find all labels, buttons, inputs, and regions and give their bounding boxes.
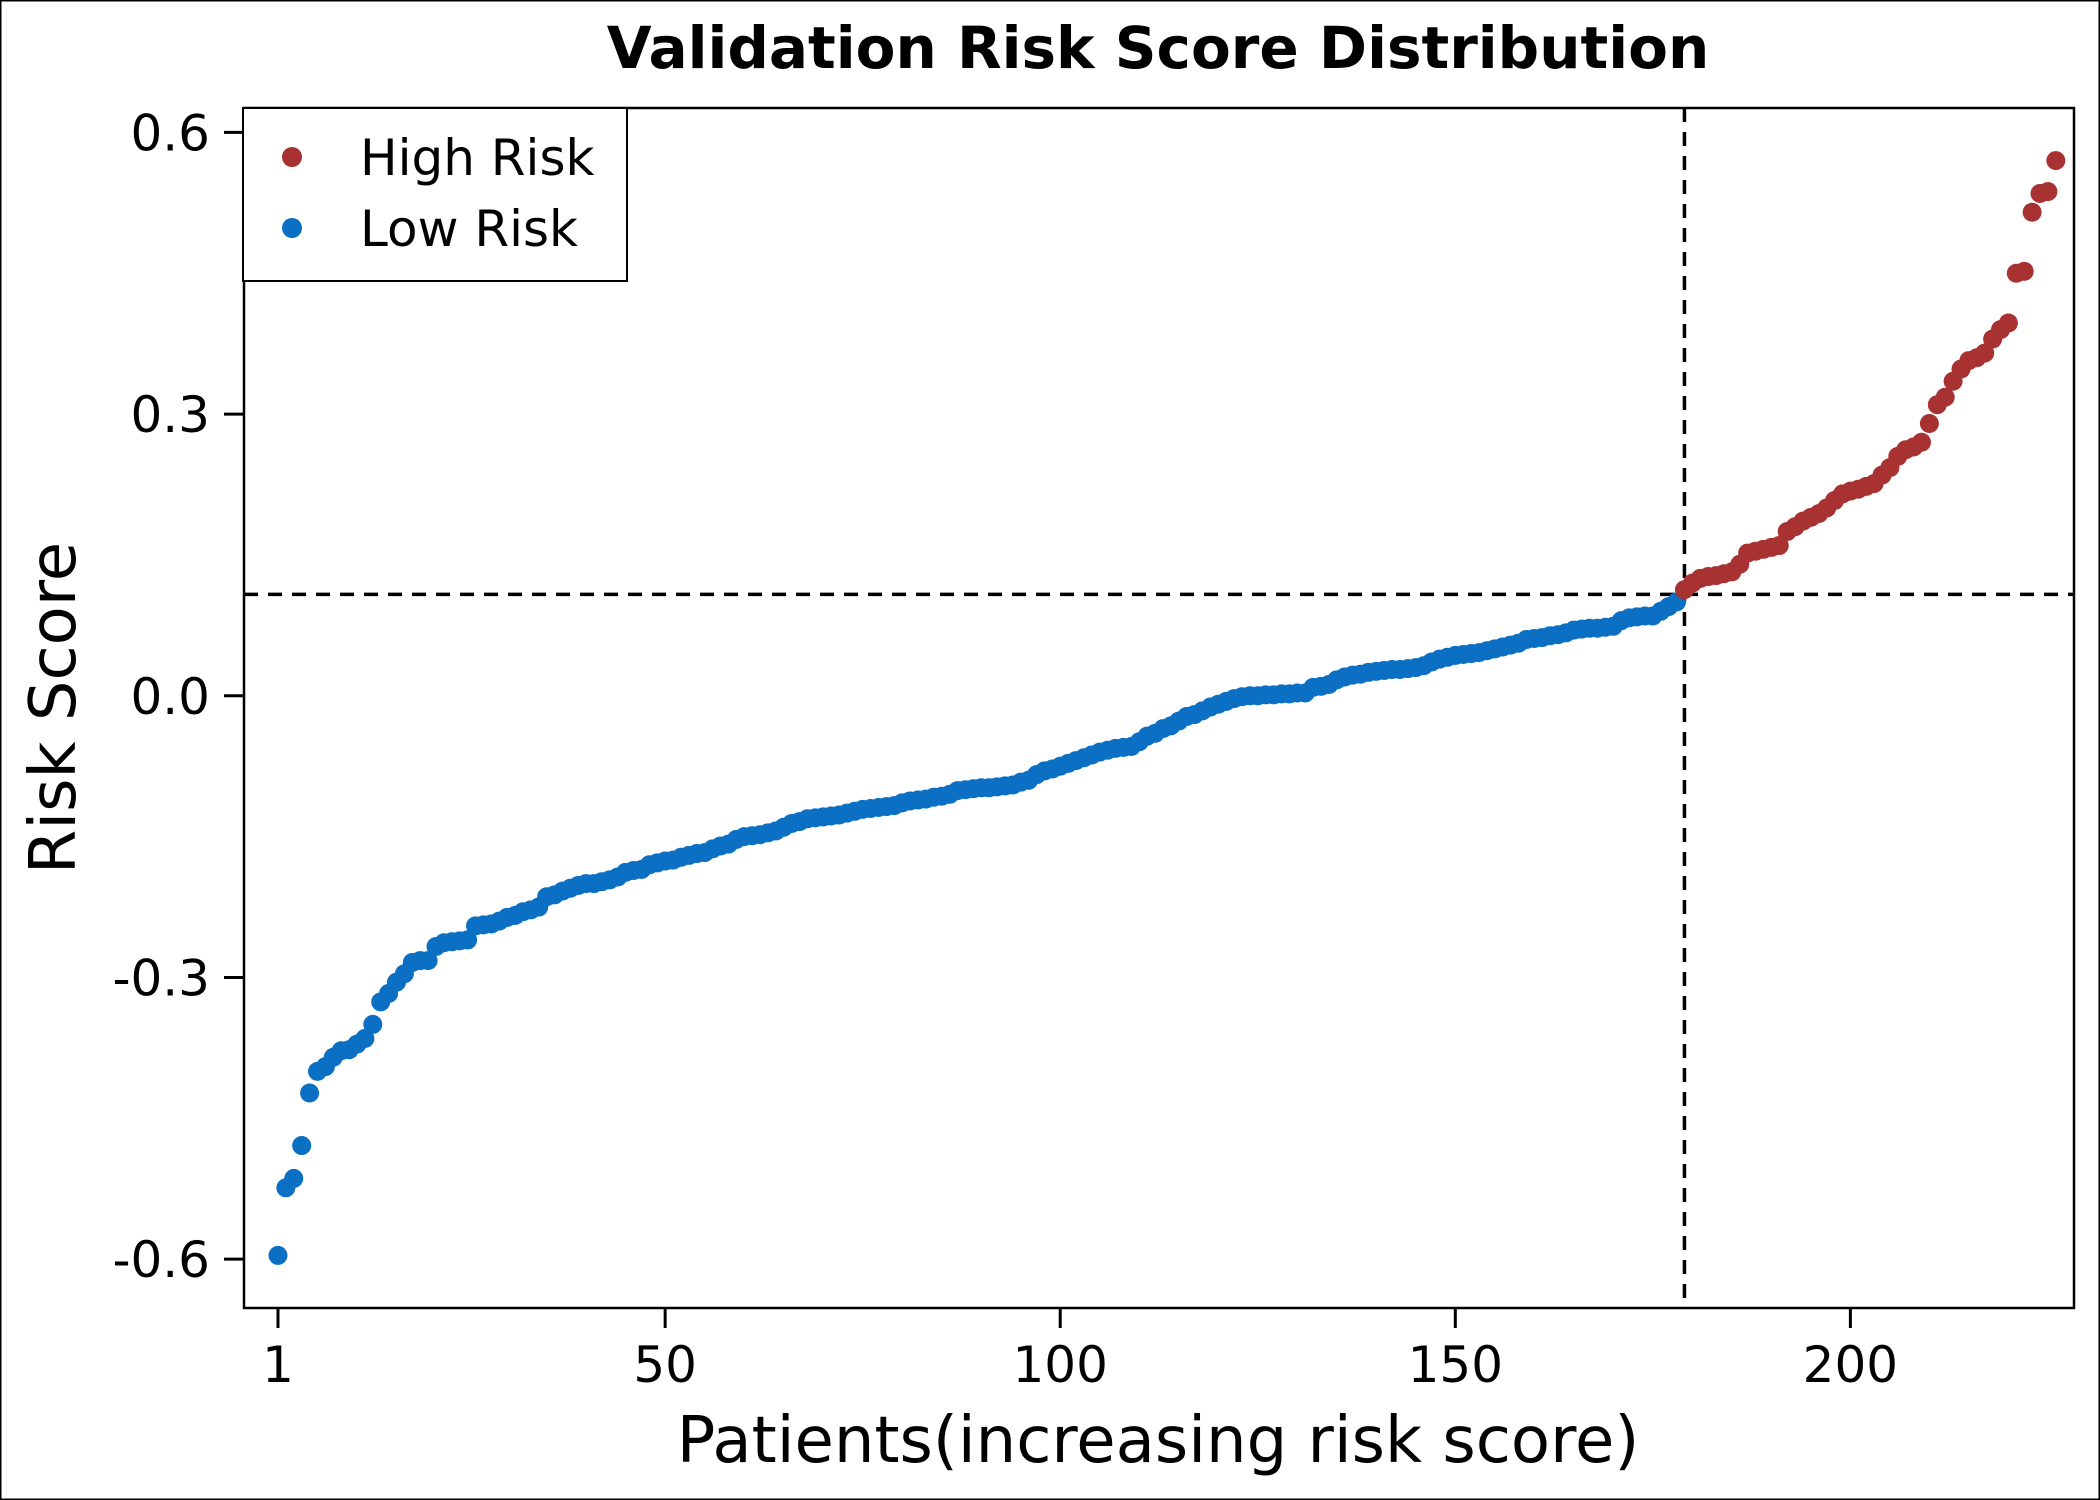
x-tick-label: 150	[1408, 1336, 1503, 1394]
legend-marker-high-risk	[282, 147, 302, 167]
y-tick-label: -0.3	[112, 949, 210, 1007]
point-low-risk	[292, 1136, 312, 1156]
x-axis: 1 50 100 150 200	[262, 1308, 1898, 1394]
y-tick-label: 0.3	[130, 386, 210, 444]
point-high-risk	[1998, 313, 2018, 333]
y-axis: 0.6 0.3 0.0 -0.3 -0.6	[112, 104, 244, 1289]
cutoff-lines	[244, 108, 2074, 1308]
plot-area-frame	[242, 106, 2076, 1310]
point-low-risk	[418, 951, 438, 971]
y-axis-label: Risk Score	[17, 542, 91, 874]
x-tick-label: 100	[1013, 1336, 1108, 1394]
point-low-risk	[363, 1014, 383, 1034]
data-points	[268, 151, 2066, 1265]
y-tick-label: -0.6	[112, 1231, 210, 1289]
y-tick-label: 0.0	[130, 668, 210, 726]
legend-label-high-risk: High Risk	[360, 129, 594, 187]
x-tick-label: 50	[633, 1336, 697, 1394]
legend-marker-low-risk	[282, 218, 302, 238]
point-low-risk	[355, 1029, 375, 1049]
point-high-risk	[1919, 413, 1939, 433]
point-high-risk	[1935, 387, 1955, 407]
point-high-risk	[2046, 151, 2066, 171]
point-low-risk	[284, 1168, 304, 1188]
point-high-risk	[2022, 202, 2042, 222]
legend-label-low-risk: Low Risk	[360, 200, 578, 258]
x-tick-label: 200	[1803, 1336, 1898, 1394]
y-tick-label: 0.6	[130, 104, 210, 162]
point-high-risk	[2014, 261, 2034, 281]
point-low-risk	[458, 930, 478, 950]
point-low-risk	[268, 1245, 288, 1265]
point-low-risk	[300, 1083, 320, 1103]
point-high-risk	[1975, 343, 1995, 363]
point-high-risk	[1769, 536, 1789, 556]
legend: High Risk Low Risk	[242, 107, 628, 282]
point-high-risk	[1912, 432, 1931, 452]
x-axis-label: Patients(increasing risk score)	[677, 1404, 1640, 1478]
point-high-risk	[2038, 182, 2058, 202]
chart-title: Validation Risk Score Distribution	[607, 14, 1709, 82]
legend-box	[242, 107, 628, 282]
x-tick-label: 1	[262, 1336, 294, 1394]
